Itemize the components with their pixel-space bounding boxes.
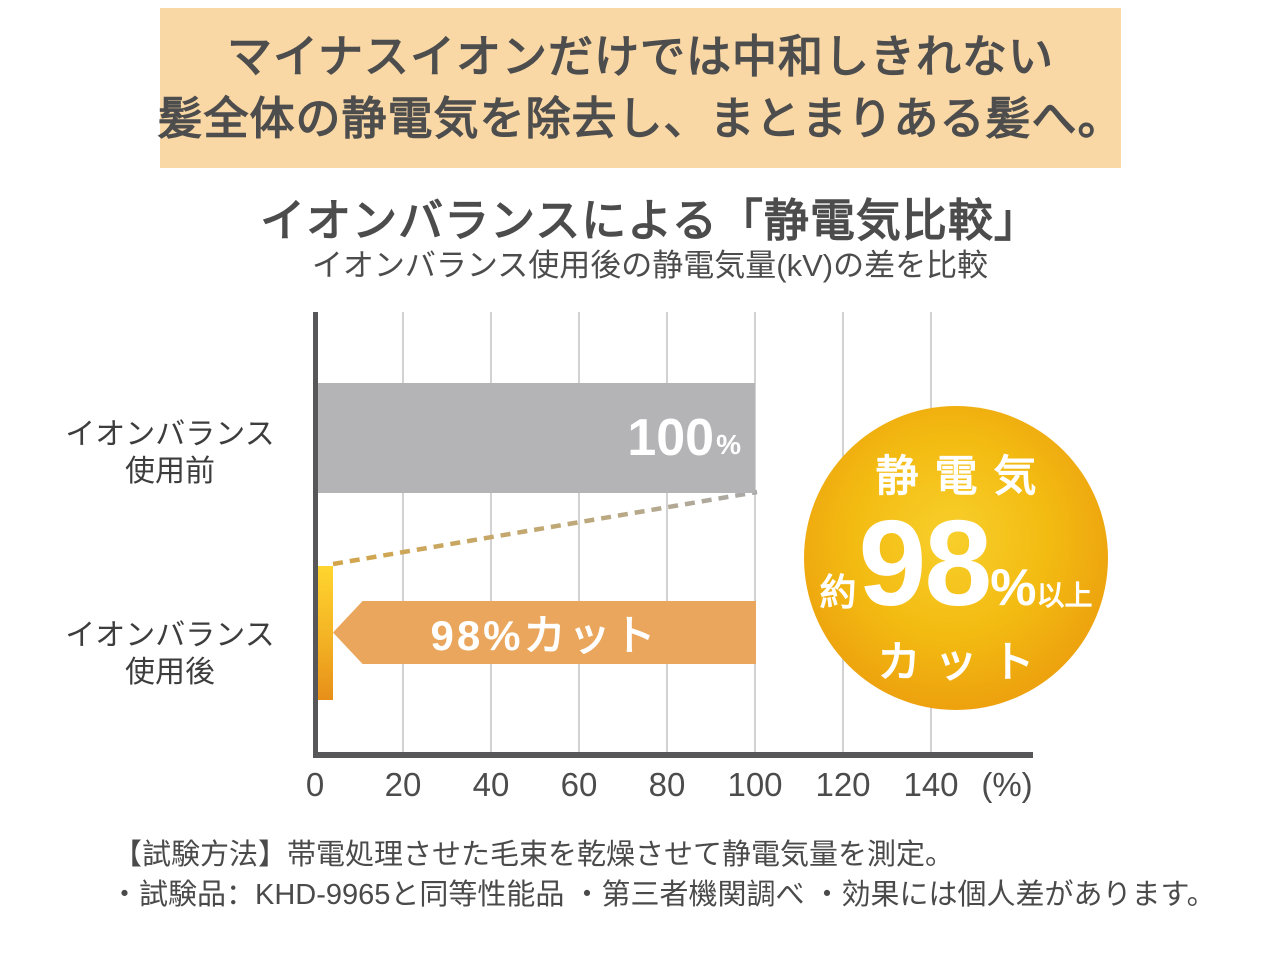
cut-arrow: 98%カット: [333, 601, 756, 664]
row-label-after-line2: 使用後: [125, 656, 215, 689]
x-tick-120: 120: [815, 766, 871, 803]
bar-value-number: 100: [627, 409, 715, 467]
banner-line-1: マイナスイオンだけでは中和しきれない: [226, 31, 1055, 82]
badge-bottom-label: カット: [877, 639, 1049, 687]
x-axis-line: [313, 752, 1033, 758]
badge-percent-sign: %: [990, 559, 1037, 617]
x-tick-0: 0: [305, 766, 325, 803]
x-tick-80: 80: [648, 766, 686, 803]
badge-number: 98: [858, 495, 993, 631]
chart-title: イオンバランスによる「静電気比較」: [260, 195, 1040, 246]
bar-before-use: 100 %: [318, 383, 755, 493]
chart-subtitle: イオンバランス使用後の静電気量(kV)の差を比較: [311, 248, 989, 283]
x-tick-40: 40: [472, 766, 510, 803]
bar-after-use: [318, 566, 333, 700]
gridline-100: [754, 312, 756, 753]
badge-suffix-label: 以上: [1036, 580, 1093, 611]
header-banner: マイナスイオンだけでは中和しきれない 髪全体の静電気を除去し、まとまりある髪へ。: [157, 8, 1124, 168]
banner-line-2: 髪全体の静電気を除去し、まとまりある髪へ。: [157, 93, 1124, 144]
footnote-details: ・試験品：KHD-9965と同等性能品 ・第三者機関調べ ・効果には個人差があり…: [110, 879, 1216, 911]
static-cut-badge: 静電気 約 98 % 以上 カット: [804, 406, 1108, 710]
gridline-40: [490, 312, 492, 753]
row-label-before: イオンバランス 使用前: [45, 416, 295, 490]
badge-top-label: 静電気: [875, 453, 1053, 501]
footnote-method: 【試験方法】帯電処理させた毛束を乾燥させて静電気量を測定。: [113, 839, 955, 871]
gridline-80: [666, 312, 668, 753]
badge-approx-label: 約: [819, 572, 857, 613]
trend-dashed-line: [332, 489, 758, 567]
y-axis-line: [313, 312, 318, 758]
row-label-before-line2: 使用前: [125, 455, 215, 488]
x-tick-100: 100: [727, 766, 783, 803]
x-axis-unit-label: (%): [981, 766, 1033, 803]
gridline-20: [402, 312, 404, 753]
x-tick-20: 20: [384, 766, 422, 803]
x-tick-140: 140: [903, 766, 959, 803]
row-label-before-line1: イオンバランス: [65, 418, 275, 451]
cut-arrow-label: 98%カット: [430, 612, 659, 659]
bar-value-percent-sign: %: [716, 429, 741, 460]
x-tick-60: 60: [560, 766, 598, 803]
badge-middle-row: 約 98 % 以上: [804, 502, 1108, 624]
gridline-60: [578, 312, 580, 753]
row-label-after-line1: イオンバランス: [65, 619, 275, 652]
row-label-after: イオンバランス 使用後: [45, 617, 295, 691]
